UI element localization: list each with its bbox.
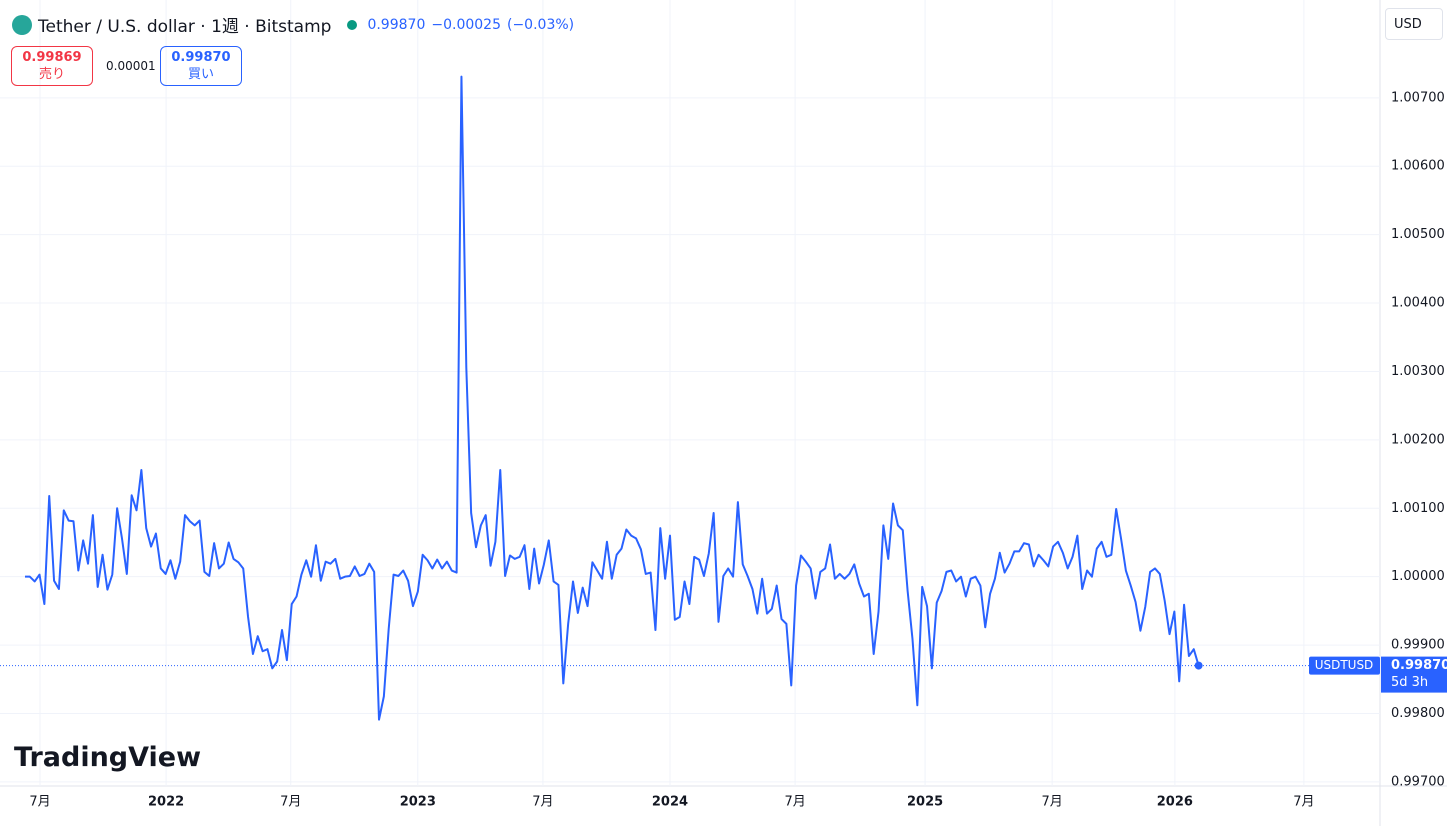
logo: TradingView — [14, 742, 202, 773]
y-tick-label: 1.00100 — [1391, 501, 1445, 516]
x-tick-label: 2025 — [907, 795, 943, 810]
y-tick-label: 1.00000 — [1391, 569, 1445, 584]
y-tick-label: 1.00200 — [1391, 432, 1445, 447]
symbol-tag-label: USDTUSD — [1315, 658, 1374, 672]
x-tick-label: 7月 — [29, 795, 50, 810]
symbol-icon — [12, 14, 32, 35]
y-tick-label: 1.00400 — [1391, 296, 1445, 311]
last-point — [1194, 661, 1203, 670]
spread: 0.00001 — [106, 59, 156, 73]
sell-label: 売り — [38, 67, 65, 82]
y-tick-label: 1.00300 — [1391, 364, 1445, 379]
x-tick-label: 7月 — [280, 795, 301, 810]
x-tick-label: 2026 — [1157, 795, 1193, 810]
x-tick-label: 7月 — [1042, 795, 1063, 810]
x-tick-label: 2023 — [400, 795, 436, 810]
countdown-label: 5d 3h — [1391, 675, 1428, 690]
change-pct: (−0.03%) — [506, 16, 575, 33]
y-tick-label: 1.00500 — [1391, 227, 1445, 242]
y-tick-label: 0.99700 — [1391, 774, 1445, 789]
market-status — [347, 19, 358, 30]
price-tag-label: 0.99870 — [1391, 658, 1447, 673]
header: Tether / U.S. dollar · 1週 · Bitstamp 0.9… — [12, 12, 580, 37]
symbol-title: Tether / U.S. dollar · 1週 · Bitstamp — [38, 17, 332, 37]
x-tick-label: 7月 — [1293, 795, 1314, 810]
currency-select[interactable]: USD — [1385, 8, 1443, 40]
x-tick-label: 7月 — [532, 795, 553, 810]
y-tick-label: 1.00600 — [1391, 159, 1445, 174]
x-tick-label: 7月 — [784, 795, 805, 810]
buy-label: 買い — [187, 67, 214, 82]
sell-button[interactable]: 0.99869 売り — [11, 46, 93, 86]
x-tick-label: 2022 — [148, 795, 184, 810]
sell-price: 0.99869 — [22, 50, 82, 65]
change: −0.00025 — [431, 16, 501, 33]
buy-price: 0.99870 — [171, 50, 231, 65]
y-tick-label: 1.00700 — [1391, 90, 1445, 105]
price-line — [24, 75, 1200, 721]
price-tag — [1381, 656, 1447, 693]
x-tick-label: 2024 — [652, 795, 688, 810]
symbol-tag — [1309, 656, 1380, 675]
y-tick-label: 0.99900 — [1391, 638, 1445, 653]
buy-button[interactable]: 0.99870 買い — [160, 46, 242, 86]
last-price: 0.99870 — [367, 16, 426, 33]
y-tick-label: 0.99800 — [1391, 706, 1445, 721]
